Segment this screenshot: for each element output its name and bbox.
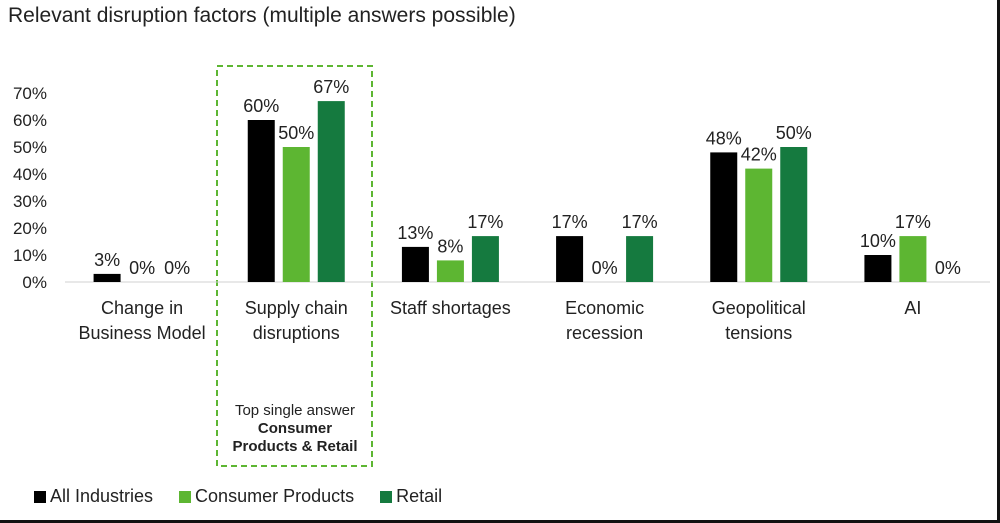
data-label: 50% [776,123,812,143]
chart-title: Relevant disruption factors (multiple an… [8,4,516,27]
bar [780,147,808,282]
data-label: 3% [94,250,120,270]
y-tick-label: 70% [13,84,47,103]
data-label: 17% [622,212,658,232]
bar [899,236,927,282]
bar [745,168,773,282]
category-label: AI [904,298,921,318]
data-label: 50% [278,123,314,143]
category-label: Business Model [79,323,206,343]
y-tick-label: 0% [22,273,47,292]
category-label: Change in [101,298,183,318]
bar [93,273,121,282]
bar [471,236,499,282]
legend-item: Consumer Products [179,486,354,507]
legend-label: Retail [396,486,443,506]
callout-text: Top single answer [234,402,356,419]
y-tick-label: 40% [13,165,47,184]
category-label: Supply chain [245,298,348,318]
legend-swatch [34,490,46,503]
data-label: 67% [313,77,349,97]
legend-swatch [380,490,393,503]
category-label: recession [566,323,643,343]
data-label: 42% [741,145,777,165]
bar [401,246,429,282]
bar [436,260,464,282]
legend-item: All Industries [34,486,153,507]
data-label: 10% [860,231,896,251]
bar [317,101,345,282]
bar [282,147,310,282]
data-label: 0% [129,258,155,278]
legend-label: All Industries [50,486,154,506]
legend-swatch [179,490,192,503]
bar [556,236,584,282]
data-label: 0% [164,258,190,278]
y-tick-label: 30% [13,192,47,211]
callout-bold-line-2: Products & Retail [232,438,358,455]
data-label: 17% [895,212,931,232]
data-label: 60% [243,96,279,116]
data-label: 17% [467,212,503,232]
data-label: 48% [706,128,742,148]
callout-bold-line-1: Consumer [257,420,333,437]
y-tick-label: 20% [13,219,47,238]
y-tick-label: 50% [13,138,47,157]
bar [710,152,738,282]
bar [247,120,275,282]
data-label: 13% [397,223,433,243]
y-tick-label: 10% [13,246,47,265]
data-label: 0% [935,258,961,278]
category-label: Geopolitical [712,298,806,318]
category-label: disruptions [253,323,340,343]
legend-item: Retail [380,486,442,507]
y-tick-label: 60% [13,111,47,130]
data-label: 8% [437,236,463,256]
legend: All Industries Consumer Products Retail [34,486,468,507]
data-label: 17% [552,212,588,232]
bar [626,236,654,282]
category-label: tensions [725,323,792,343]
category-label: Staff shortages [390,298,511,318]
bar [864,255,892,282]
data-label: 0% [592,258,618,278]
legend-label: Consumer Products [195,486,355,506]
highlight-callout: Top single answer Consumer Products & Re… [218,402,372,456]
category-label: Economic [565,298,644,318]
highlight-box [216,65,373,467]
